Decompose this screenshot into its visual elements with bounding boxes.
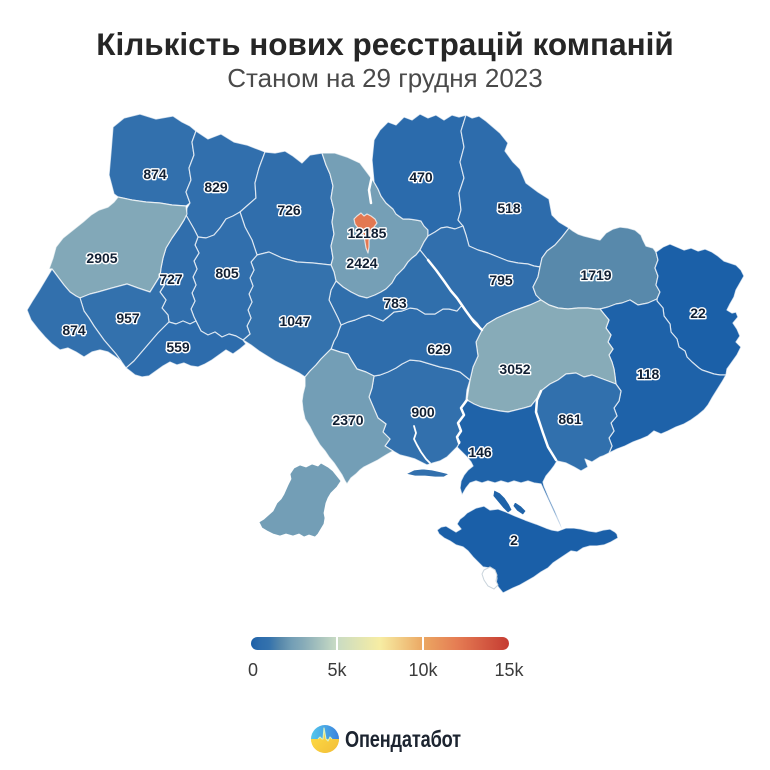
svg-text:559: 559 (166, 339, 190, 355)
svg-text:629: 629 (427, 341, 451, 357)
svg-text:2: 2 (510, 532, 518, 548)
svg-text:5k: 5k (327, 660, 347, 680)
svg-text:470: 470 (409, 169, 433, 185)
svg-text:2370: 2370 (332, 412, 363, 428)
svg-text:518: 518 (497, 200, 521, 216)
svg-text:0: 0 (248, 660, 258, 680)
svg-text:22: 22 (690, 305, 706, 321)
svg-text:957: 957 (116, 310, 140, 326)
svg-text:3052: 3052 (499, 361, 530, 377)
svg-text:2424: 2424 (346, 255, 377, 271)
svg-text:900: 900 (411, 404, 435, 420)
svg-text:1047: 1047 (279, 313, 310, 329)
svg-text:795: 795 (489, 272, 513, 288)
svg-text:10k: 10k (408, 660, 438, 680)
svg-text:783: 783 (383, 295, 407, 311)
svg-text:726: 726 (277, 202, 301, 218)
svg-text:874: 874 (62, 322, 86, 338)
svg-text:874: 874 (143, 166, 167, 182)
svg-text:1719: 1719 (580, 267, 611, 283)
svg-text:829: 829 (204, 179, 228, 195)
svg-text:118: 118 (637, 366, 660, 382)
svg-text:2905: 2905 (86, 250, 117, 266)
svg-text:146: 146 (468, 444, 492, 460)
svg-text:12185: 12185 (348, 225, 387, 241)
svg-text:15k: 15k (494, 660, 524, 680)
svg-text:805: 805 (215, 265, 239, 281)
svg-text:727: 727 (159, 271, 183, 287)
svg-text:861: 861 (558, 411, 582, 427)
